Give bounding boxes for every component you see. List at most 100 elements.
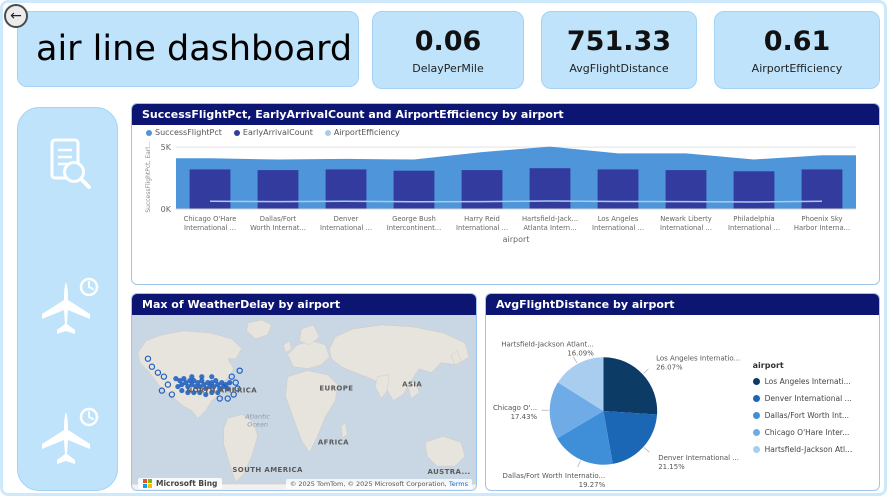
pie-slice[interactable] (603, 410, 658, 464)
legend-dot (752, 395, 760, 402)
map-marker-open[interactable] (158, 387, 166, 394)
bar[interactable] (257, 170, 299, 209)
map-marker[interactable] (179, 382, 185, 388)
legend-dot (752, 378, 760, 385)
pie-slice[interactable] (549, 382, 604, 439)
plane-clock-icon[interactable] (18, 406, 117, 466)
combo-chart[interactable]: 0K 5K SuccessFlightPct, Earl... (142, 137, 862, 213)
pie-slice[interactable] (603, 357, 658, 415)
bar[interactable] (529, 168, 571, 209)
map-marker[interactable] (189, 374, 195, 380)
title-card: air line dashboard (17, 11, 359, 87)
pie-legend-label: Dallas/Fort Worth Int... (764, 411, 850, 420)
map-marker-open[interactable] (144, 355, 152, 362)
map-marker[interactable] (199, 374, 205, 380)
line-series (209, 200, 823, 203)
pie-label: Hartsfield-Jackson Atlant... 16.09% (501, 340, 594, 357)
map-marker[interactable] (179, 387, 185, 394)
pie-legend-label: Chicago O'Hare Inter... (764, 428, 850, 437)
map-marker[interactable] (225, 385, 231, 392)
map-marker[interactable] (185, 384, 191, 390)
bar[interactable] (665, 170, 707, 209)
report-search-icon[interactable] (18, 136, 117, 192)
map-marker-open[interactable] (168, 391, 176, 398)
map-marker-open[interactable] (230, 391, 237, 398)
map-marker[interactable] (189, 382, 195, 388)
map-marker-open[interactable] (164, 381, 172, 388)
legend-item[interactable]: SuccessFlightPct (146, 128, 222, 137)
map-label: SOUTH AMERICA (232, 466, 303, 474)
map-marker-open[interactable] (236, 367, 243, 374)
bar[interactable] (801, 169, 843, 209)
map-marker[interactable] (187, 378, 193, 384)
map-marker[interactable] (227, 380, 233, 386)
map-marker-open[interactable] (228, 373, 235, 380)
map-marker[interactable] (215, 382, 221, 388)
map-marker[interactable] (217, 385, 223, 392)
bar[interactable] (189, 169, 231, 209)
map-marker[interactable] (201, 382, 207, 388)
map-marker[interactable] (205, 380, 211, 386)
map-marker[interactable] (203, 385, 209, 392)
map-marker[interactable] (191, 378, 197, 384)
map-marker-open[interactable] (234, 385, 241, 392)
map-marker[interactable] (173, 376, 179, 382)
map-marker[interactable] (207, 384, 213, 390)
map-marker[interactable] (209, 380, 215, 386)
sidebar (17, 107, 118, 491)
microsoft-logo-icon (143, 479, 152, 488)
map-marker-open[interactable] (216, 395, 223, 402)
pie-legend-item[interactable]: Los Angeles Internati... (752, 377, 879, 386)
map-marker[interactable] (193, 384, 199, 390)
bar[interactable] (597, 169, 639, 209)
world-map[interactable]: NORTH AMERICA EUROPE ASIA AFRICA SOUTH AMERI… (132, 315, 476, 491)
legend-item[interactable]: EarlyArrivalCount (233, 128, 313, 137)
map-marker[interactable] (209, 374, 215, 380)
map-marker[interactable] (197, 384, 203, 390)
map-marker[interactable] (197, 389, 203, 396)
map-marker[interactable] (185, 389, 191, 396)
map-marker[interactable] (213, 378, 219, 384)
legend-dot (752, 412, 760, 419)
map-marker[interactable] (211, 384, 217, 390)
map-marker[interactable] (181, 376, 187, 382)
pie-legend-item[interactable]: Denver International ... (752, 394, 879, 403)
plane-clock-icon[interactable] (18, 276, 117, 336)
pie-legend-item[interactable]: Chicago O'Hare Inter... (752, 428, 879, 437)
pie-legend-item[interactable]: Hartsfield-Jackson Atl... (752, 445, 879, 454)
map-marker-open[interactable] (160, 373, 168, 380)
map-marker[interactable] (215, 389, 221, 396)
map-marker[interactable] (191, 389, 197, 396)
map-marker-open[interactable] (224, 395, 231, 402)
map-marker-open[interactable] (148, 363, 156, 370)
map-marker[interactable] (177, 378, 183, 384)
legend-item[interactable]: AirportEfficiency (324, 128, 400, 137)
combo-chart-title: SuccessFlightPct, EarlyArrivalCount and … (132, 104, 879, 125)
map-marker[interactable] (175, 384, 181, 390)
map-marker-open[interactable] (154, 369, 162, 376)
back-button[interactable]: ← (4, 4, 28, 28)
map-marker[interactable] (219, 380, 225, 386)
map-marker[interactable] (195, 380, 201, 386)
pie-legend-label: Los Angeles Internati... (764, 377, 851, 386)
bar[interactable] (393, 170, 435, 209)
map-marker[interactable] (183, 380, 189, 386)
pie-chart[interactable]: Los Angeles Internatio... 26.07% Denver In… (486, 315, 753, 491)
pie-legend-item[interactable]: Dallas/Fort Worth Int... (752, 411, 879, 420)
bar[interactable] (325, 169, 367, 209)
map-marker[interactable] (223, 382, 229, 388)
bar[interactable] (461, 170, 503, 209)
map-body[interactable]: NORTH AMERICA EUROPE ASIA AFRICA SOUTH AMERI… (132, 315, 476, 491)
map-marker[interactable] (199, 378, 205, 384)
legend-label: SuccessFlightPct (155, 128, 222, 137)
pie-slice[interactable] (557, 410, 613, 465)
terms-link[interactable]: Terms (448, 480, 468, 488)
pie-legend-title: airport (752, 361, 784, 370)
pie-slice[interactable] (557, 357, 604, 411)
map-label: ASIA (402, 381, 422, 389)
map-marker[interactable] (209, 389, 215, 396)
legend-dot (146, 129, 152, 136)
map-marker-open[interactable] (232, 379, 239, 386)
bar[interactable] (733, 171, 775, 209)
map-marker[interactable] (203, 391, 209, 398)
